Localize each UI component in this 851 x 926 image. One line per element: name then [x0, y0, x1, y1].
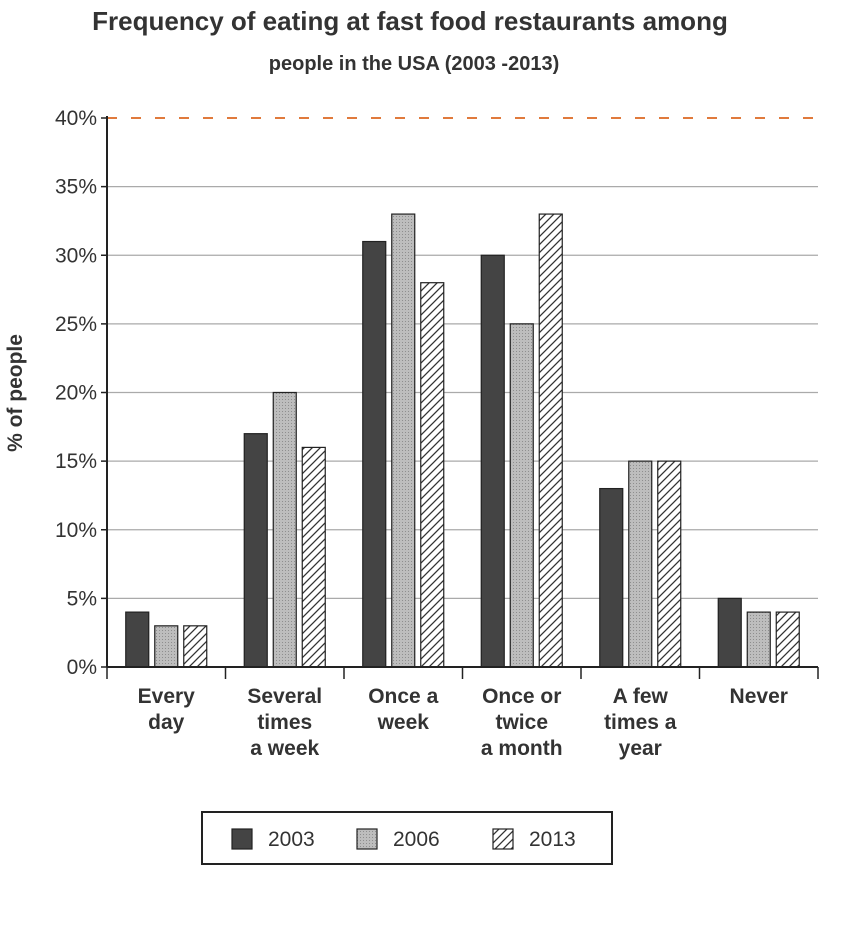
bar-2013-3 — [538, 213, 563, 668]
x-tick-label: Several times a week — [247, 685, 322, 760]
bar-2013-5 — [775, 611, 800, 668]
bar-2006-1 — [272, 391, 297, 668]
legend-swatch-2006 — [356, 828, 378, 850]
x-tick-label-line: day — [148, 711, 185, 734]
bar-2003-5 — [717, 597, 742, 668]
x-tick-label-line: times a — [604, 711, 677, 734]
x-tick-label-line: twice — [495, 711, 548, 734]
y-tick-label: 30% — [55, 244, 97, 267]
y-tick-label: 25% — [55, 313, 97, 336]
bar-2003-3 — [480, 254, 505, 668]
x-tick-label-line: times — [257, 711, 312, 734]
bar-2013-0 — [183, 625, 208, 668]
x-tick-label-line: Every — [138, 685, 196, 708]
x-tick-label-line: A few — [613, 685, 669, 708]
chart-subtitle: people in the USA (2003 -2013) — [269, 53, 559, 75]
legend: 2003 2006 2013 — [201, 811, 613, 865]
legend-label-2006: 2006 — [393, 828, 440, 851]
y-axis-label: % of people — [4, 334, 27, 452]
bar-2003-2 — [362, 240, 387, 668]
x-tick-label: Once or twice a month — [481, 685, 563, 760]
legend-swatch-2003 — [231, 828, 253, 850]
legend-label-2003: 2003 — [268, 828, 315, 851]
bar-2006-4 — [628, 460, 653, 668]
legend-swatch-2013 — [492, 828, 514, 850]
bar-2003-4 — [599, 487, 624, 668]
bar-2013-4 — [657, 460, 682, 668]
bar-2003-0 — [125, 611, 150, 668]
y-tick-label: 15% — [55, 450, 97, 473]
bars — [125, 213, 800, 668]
y-axis-ticks: 0% 5% 10% 15% 20% 25% 30% 35% 40% — [55, 107, 107, 679]
x-tick-label-line: Once or — [482, 685, 561, 708]
x-tick-label-line: Never — [730, 685, 788, 708]
bar-2006-0 — [154, 625, 179, 668]
legend-box — [201, 811, 613, 865]
y-tick-label: 5% — [67, 587, 97, 610]
y-tick-label: 40% — [55, 107, 97, 130]
y-tick-label: 35% — [55, 176, 97, 199]
bar-2006-3 — [509, 323, 534, 668]
x-tick-label-line: Several — [247, 685, 322, 708]
gridlines — [107, 117, 818, 599]
x-tick-label-line: week — [377, 711, 430, 734]
x-tick-label-line: a week — [250, 737, 319, 760]
x-tick-label: Once a week — [368, 685, 438, 734]
x-tick-label-line: year — [619, 737, 662, 760]
bar-2013-2 — [420, 282, 445, 668]
x-tick-label: Every day — [138, 685, 196, 734]
y-tick-label: 10% — [55, 519, 97, 542]
y-tick-label: 20% — [55, 382, 97, 405]
chart-title: Frequency of eating at fast food restaur… — [92, 6, 728, 36]
bar-2013-1 — [301, 446, 326, 668]
x-tick-label-line: a month — [481, 737, 563, 760]
legend-label-2013: 2013 — [529, 828, 576, 851]
x-tick-label: A few times a year — [604, 685, 677, 760]
x-tick-label-line: Once a — [368, 685, 438, 708]
bar-2006-5 — [746, 611, 771, 668]
bar-2003-1 — [243, 433, 268, 668]
x-tick-label: Never — [730, 685, 788, 708]
bar-2006-2 — [391, 213, 416, 668]
axes — [106, 116, 819, 679]
y-tick-label: 0% — [67, 656, 97, 679]
